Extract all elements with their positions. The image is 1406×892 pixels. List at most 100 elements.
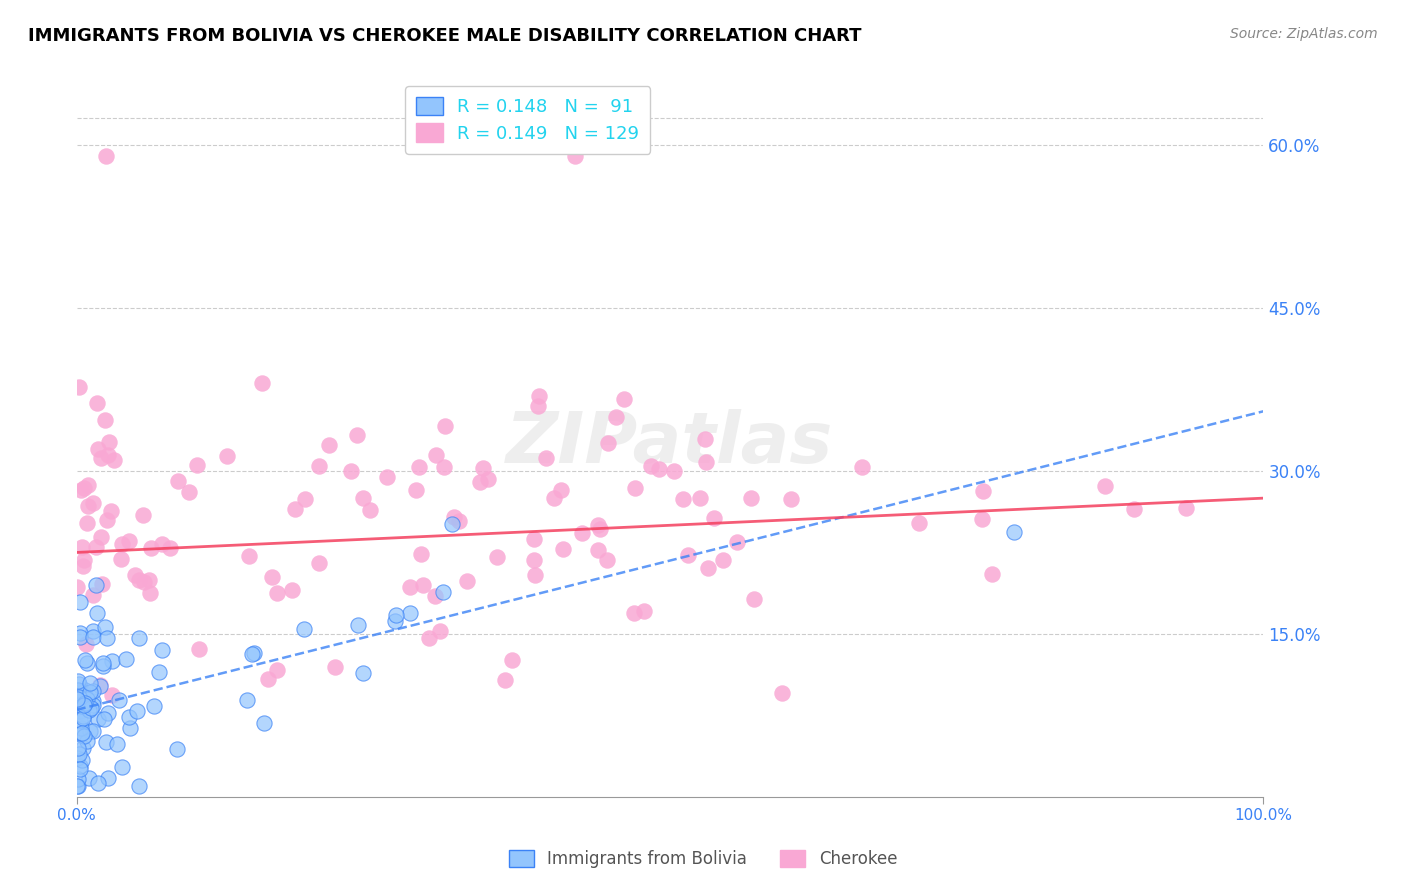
Point <box>120 721 142 735</box>
Point <box>703 511 725 525</box>
Point <box>91 657 114 671</box>
Point <box>623 606 645 620</box>
Point <box>82 624 104 638</box>
Point <box>90 450 112 465</box>
Point <box>73 481 96 495</box>
Point <box>1094 479 1116 493</box>
Point <box>186 458 208 472</box>
Point <box>1002 525 1025 540</box>
Point <box>429 624 451 639</box>
Point <box>471 461 494 475</box>
Point <box>523 533 546 547</box>
Point <box>408 460 430 475</box>
Point <box>425 448 447 462</box>
Point <box>294 491 316 506</box>
Point <box>308 459 330 474</box>
Point <box>101 654 124 668</box>
Point <box>409 547 432 561</box>
Point <box>94 149 117 163</box>
Point <box>76 516 98 531</box>
Point <box>110 552 132 566</box>
Point <box>73 683 96 698</box>
Point <box>972 511 994 525</box>
Point <box>97 771 120 785</box>
Point <box>84 577 107 591</box>
Point <box>536 451 558 466</box>
Point <box>66 779 89 793</box>
Point <box>240 648 263 662</box>
Point <box>695 455 717 469</box>
Point <box>292 623 315 637</box>
Point <box>72 697 94 711</box>
Point <box>250 376 273 391</box>
Point <box>142 699 165 714</box>
Point <box>98 435 121 450</box>
Point <box>648 462 671 476</box>
Point <box>73 698 96 712</box>
Point <box>97 448 120 462</box>
Point <box>177 485 200 500</box>
Point <box>66 580 89 594</box>
Point <box>89 678 111 692</box>
Point <box>252 716 274 731</box>
Point <box>69 595 91 609</box>
Point <box>91 659 114 673</box>
Point <box>90 530 112 544</box>
Point <box>375 469 398 483</box>
Point <box>118 710 141 724</box>
Point <box>82 724 104 739</box>
Point <box>586 517 609 532</box>
Point <box>79 771 101 785</box>
Point <box>108 693 131 707</box>
Point <box>851 460 873 475</box>
Point <box>67 379 90 393</box>
Point <box>443 509 465 524</box>
Point <box>69 721 91 735</box>
Point <box>66 698 89 713</box>
Point <box>72 710 94 724</box>
Point <box>67 673 90 688</box>
Point <box>101 688 124 702</box>
Point <box>93 712 115 726</box>
Point <box>352 665 374 680</box>
Point <box>384 614 406 628</box>
Point <box>79 701 101 715</box>
Point <box>67 747 90 761</box>
Point <box>678 549 700 563</box>
Point <box>72 685 94 699</box>
Point <box>66 691 89 706</box>
Point <box>242 646 264 660</box>
Point <box>613 392 636 407</box>
Point <box>72 753 94 767</box>
Point <box>384 608 406 623</box>
Point <box>980 567 1002 582</box>
Point <box>66 772 89 786</box>
Point <box>456 574 478 589</box>
Point <box>69 727 91 741</box>
Point <box>624 481 647 495</box>
Point <box>67 690 90 704</box>
Point <box>543 491 565 506</box>
Point <box>82 588 104 602</box>
Point <box>633 604 655 618</box>
Point <box>67 682 90 697</box>
Text: IMMIGRANTS FROM BOLIVIA VS CHEROKEE MALE DISABILITY CORRELATION CHART: IMMIGRANTS FROM BOLIVIA VS CHEROKEE MALE… <box>28 27 862 45</box>
Point <box>72 686 94 700</box>
Point <box>70 540 93 554</box>
Point <box>689 491 711 506</box>
Point <box>118 534 141 549</box>
Point <box>553 542 575 557</box>
Point <box>725 535 748 549</box>
Point <box>256 672 278 686</box>
Point <box>159 541 181 556</box>
Point <box>96 632 118 646</box>
Point <box>72 740 94 755</box>
Point <box>72 559 94 574</box>
Point <box>66 690 89 704</box>
Point <box>589 522 612 536</box>
Point <box>501 653 523 667</box>
Point <box>72 729 94 743</box>
Legend: R = 0.148   N =  91, R = 0.149   N = 129: R = 0.148 N = 91, R = 0.149 N = 129 <box>405 86 650 153</box>
Point <box>75 696 97 710</box>
Point <box>82 496 104 510</box>
